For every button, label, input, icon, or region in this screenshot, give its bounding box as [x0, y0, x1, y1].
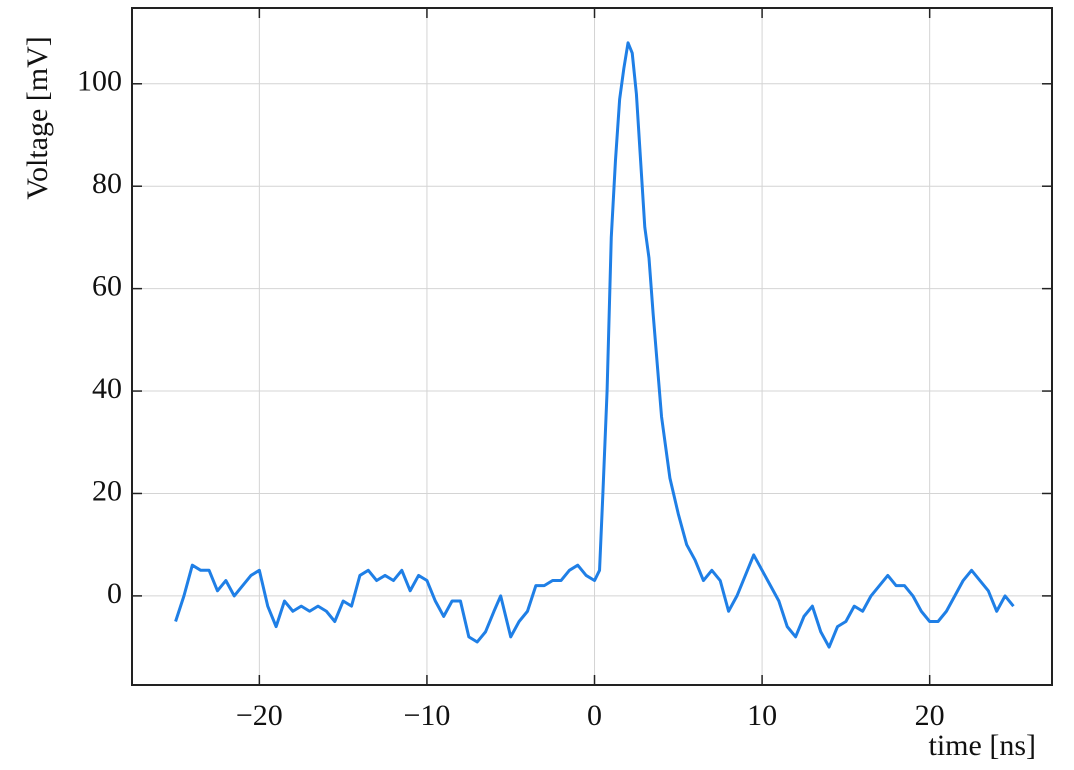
y-tick-label: 20 — [92, 474, 122, 507]
y-axis-label: Voltage [mV] — [21, 36, 54, 200]
y-tick-label: 0 — [107, 577, 122, 610]
x-tick-label: −10 — [403, 699, 450, 732]
x-axis-label: time [ns] — [929, 729, 1036, 762]
x-tick-label: 20 — [915, 699, 945, 732]
y-tick-label: 60 — [92, 270, 122, 303]
data-line — [174, 41, 1015, 649]
x-tick-label: −20 — [236, 699, 283, 732]
y-tick-label: 80 — [92, 167, 122, 200]
y-tick-label: 100 — [77, 65, 122, 98]
x-tick-label: 0 — [587, 699, 602, 732]
x-tick-label: 10 — [747, 699, 777, 732]
plot-frame — [131, 7, 1053, 686]
y-tick-label: 40 — [92, 372, 122, 405]
